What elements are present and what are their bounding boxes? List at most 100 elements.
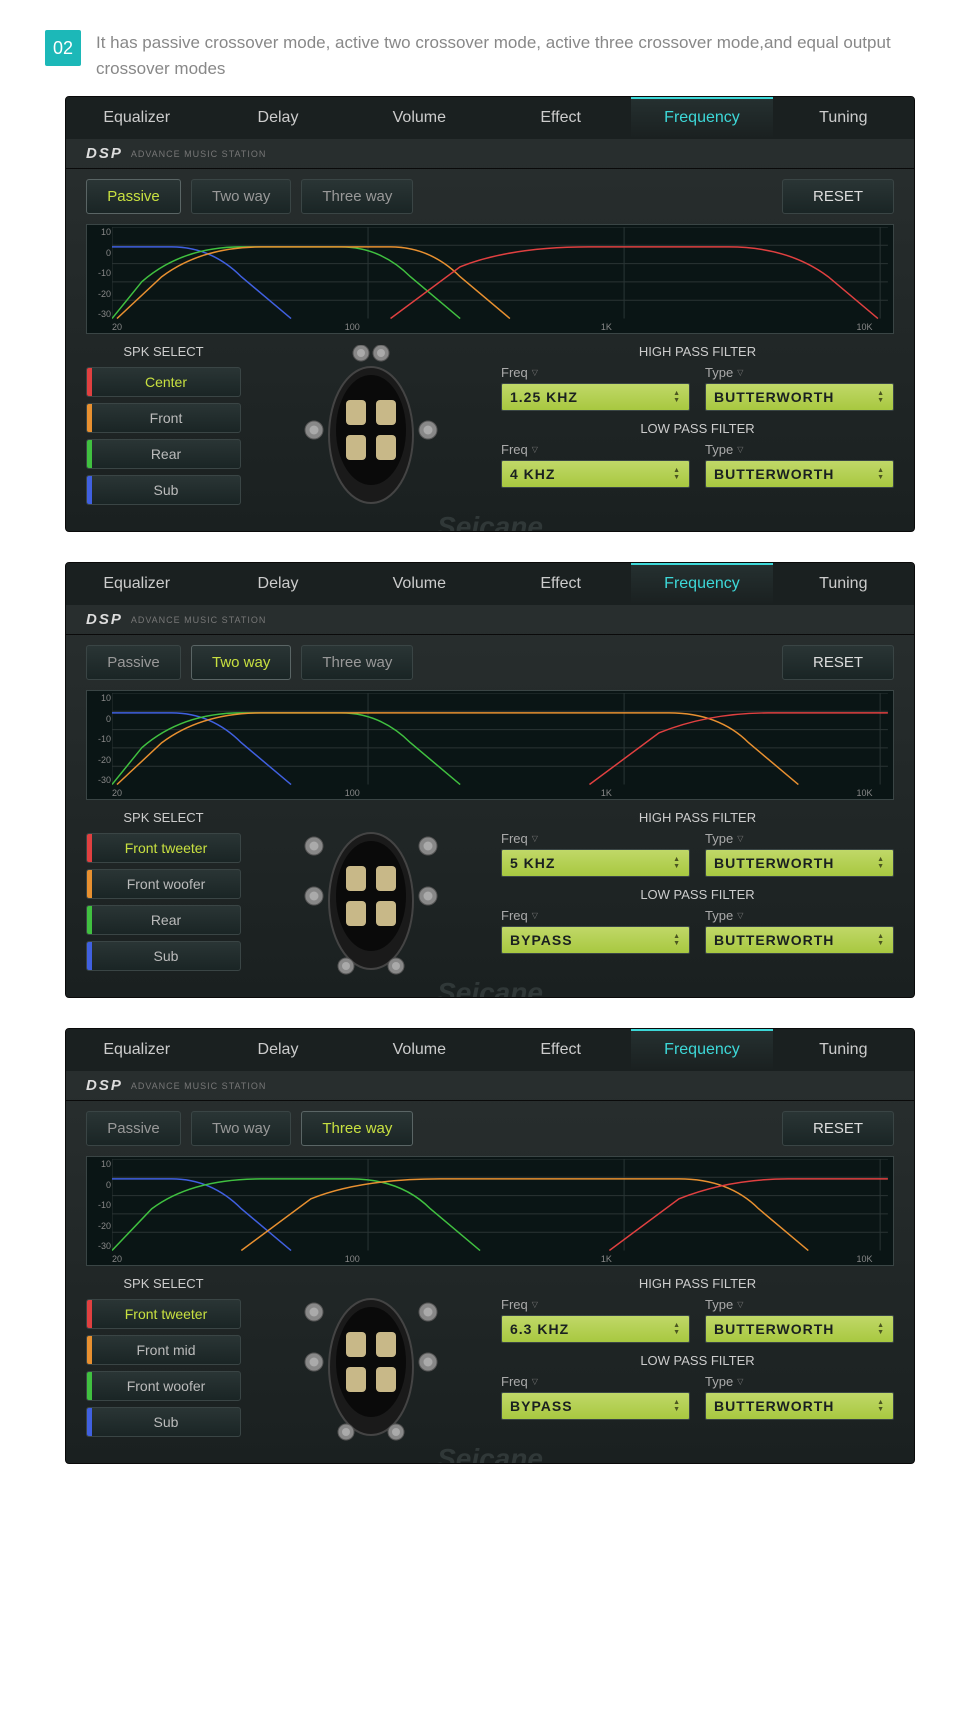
mode-btn-passive[interactable]: Passive <box>86 1111 181 1146</box>
tab-equalizer[interactable]: Equalizer <box>66 1029 207 1071</box>
lcd-display[interactable]: BUTTERWORTH▲▼ <box>705 849 894 877</box>
mode-btn-two-way[interactable]: Two way <box>191 645 291 680</box>
lcd-display[interactable]: 5 KHZ▲▼ <box>501 849 690 877</box>
stepper-arrows-icon[interactable]: ▲▼ <box>877 467 885 481</box>
stepper-arrows-icon[interactable]: ▲▼ <box>877 1399 885 1413</box>
reset-button[interactable]: RESET <box>782 179 894 214</box>
lpf-title: LOW PASS FILTER <box>501 421 894 436</box>
stepper-arrows-icon[interactable]: ▲▼ <box>673 467 681 481</box>
speaker-btn[interactable]: Rear <box>86 905 241 935</box>
chart-xlabel: 100 <box>345 788 360 798</box>
spk-select-title: SPK SELECT <box>86 344 241 359</box>
tab-equalizer[interactable]: Equalizer <box>66 97 207 139</box>
watermark: Seicane <box>437 1443 543 1464</box>
car-diagram <box>256 810 486 977</box>
lcd-display[interactable]: BUTTERWORTH▲▼ <box>705 460 894 488</box>
tab-volume[interactable]: Volume <box>349 563 490 605</box>
filter-section: HIGH PASS FILTER Freq▽1.25 KHZ▲▼Type▽BUT… <box>501 344 894 511</box>
mode-btn-two-way[interactable]: Two way <box>191 179 291 214</box>
speaker-btn[interactable]: Front tweeter <box>86 1299 241 1329</box>
lcd-display[interactable]: BUTTERWORTH▲▼ <box>705 926 894 954</box>
stepper-arrows-icon[interactable]: ▲▼ <box>877 856 885 870</box>
speaker-label: Sub <box>92 1414 240 1430</box>
tab-effect[interactable]: Effect <box>490 563 631 605</box>
tab-tuning[interactable]: Tuning <box>773 563 914 605</box>
tab-frequency[interactable]: Frequency <box>631 1028 772 1071</box>
lcd-display[interactable]: 1.25 KHZ▲▼ <box>501 383 690 411</box>
stepper-arrows-icon[interactable]: ▲▼ <box>877 390 885 404</box>
chart-ylabel: -20 <box>89 289 111 299</box>
speaker-btn[interactable]: Front woofer <box>86 869 241 899</box>
filter-label: Freq▽ <box>501 442 690 457</box>
stepper-arrows-icon[interactable]: ▲▼ <box>877 1322 885 1336</box>
lcd-display[interactable]: BUTTERWORTH▲▼ <box>705 383 894 411</box>
mode-btn-three-way[interactable]: Three way <box>301 645 413 680</box>
dsp-subtitle: ADVANCE MUSIC STATION <box>131 149 267 159</box>
speaker-btn[interactable]: Front tweeter <box>86 833 241 863</box>
lcd-display[interactable]: BYPASS▲▼ <box>501 1392 690 1420</box>
stepper-arrows-icon[interactable]: ▲▼ <box>877 933 885 947</box>
tab-effect[interactable]: Effect <box>490 97 631 139</box>
stepper-arrows-icon[interactable]: ▲▼ <box>673 390 681 404</box>
speaker-btn[interactable]: Center <box>86 367 241 397</box>
filter-label: Freq▽ <box>501 1374 690 1389</box>
mode-btn-three-way[interactable]: Three way <box>301 1111 413 1146</box>
tab-volume[interactable]: Volume <box>349 97 490 139</box>
car-diagram <box>256 344 486 511</box>
speaker-btn[interactable]: Sub <box>86 941 241 971</box>
speaker-btn[interactable]: Sub <box>86 475 241 505</box>
section-number: 02 <box>45 30 81 66</box>
speaker-select-section: SPK SELECT Center Front Rear Sub <box>86 344 241 511</box>
lcd-display[interactable]: BUTTERWORTH▲▼ <box>705 1315 894 1343</box>
lcd-display[interactable]: BUTTERWORTH▲▼ <box>705 1392 894 1420</box>
reset-button[interactable]: RESET <box>782 1111 894 1146</box>
lcd-display[interactable]: BYPASS▲▼ <box>501 926 690 954</box>
speaker-btn[interactable]: Front woofer <box>86 1371 241 1401</box>
tab-volume[interactable]: Volume <box>349 1029 490 1071</box>
stepper-arrows-icon[interactable]: ▲▼ <box>673 1322 681 1336</box>
tab-tuning[interactable]: Tuning <box>773 1029 914 1071</box>
speaker-label: Front woofer <box>92 876 240 892</box>
speaker-label: Front woofer <box>92 1378 240 1394</box>
mode-btn-two-way[interactable]: Two way <box>191 1111 291 1146</box>
lcd-display[interactable]: 6.3 KHZ▲▼ <box>501 1315 690 1343</box>
tab-bar: EqualizerDelayVolumeEffectFrequencyTunin… <box>66 97 914 139</box>
speaker-btn[interactable]: Front mid <box>86 1335 241 1365</box>
chevron-down-icon: ▽ <box>532 911 538 920</box>
mode-btn-three-way[interactable]: Three way <box>301 179 413 214</box>
mode-row: Passive Two way Three way RESET <box>66 635 914 690</box>
speaker-label: Rear <box>92 446 240 462</box>
chart-ylabel: -20 <box>89 1221 111 1231</box>
dsp-branding: DSP ADVANCE MUSIC STATION <box>66 139 914 169</box>
tab-delay[interactable]: Delay <box>207 97 348 139</box>
mode-btn-passive[interactable]: Passive <box>86 645 181 680</box>
stepper-arrows-icon[interactable]: ▲▼ <box>673 933 681 947</box>
speaker-btn[interactable]: Front <box>86 403 241 433</box>
tab-bar: EqualizerDelayVolumeEffectFrequencyTunin… <box>66 1029 914 1071</box>
chevron-down-icon: ▽ <box>737 1377 743 1386</box>
chart-xlabel: 10K <box>856 788 872 798</box>
chart-ylabel: 0 <box>89 714 111 724</box>
speaker-btn[interactable]: Rear <box>86 439 241 469</box>
tab-delay[interactable]: Delay <box>207 1029 348 1071</box>
stepper-arrows-icon[interactable]: ▲▼ <box>673 856 681 870</box>
speaker-label: Sub <box>92 948 240 964</box>
tab-delay[interactable]: Delay <box>207 563 348 605</box>
mode-btn-passive[interactable]: Passive <box>86 179 181 214</box>
frequency-chart: 100-10-20-30 20 100 1K 10K <box>86 224 894 334</box>
filter-label: Type▽ <box>705 908 894 923</box>
tab-effect[interactable]: Effect <box>490 1029 631 1071</box>
chart-xlabel: 20 <box>112 1254 122 1264</box>
car-diagram <box>256 1276 486 1443</box>
lcd-display[interactable]: 4 KHZ▲▼ <box>501 460 690 488</box>
tab-frequency[interactable]: Frequency <box>631 96 772 139</box>
speaker-label: Front tweeter <box>92 840 240 856</box>
tab-equalizer[interactable]: Equalizer <box>66 563 207 605</box>
stepper-arrows-icon[interactable]: ▲▼ <box>673 1399 681 1413</box>
tab-frequency[interactable]: Frequency <box>631 562 772 605</box>
speaker-label: Front <box>92 410 240 426</box>
tab-tuning[interactable]: Tuning <box>773 97 914 139</box>
reset-button[interactable]: RESET <box>782 645 894 680</box>
tab-bar: EqualizerDelayVolumeEffectFrequencyTunin… <box>66 563 914 605</box>
speaker-btn[interactable]: Sub <box>86 1407 241 1437</box>
